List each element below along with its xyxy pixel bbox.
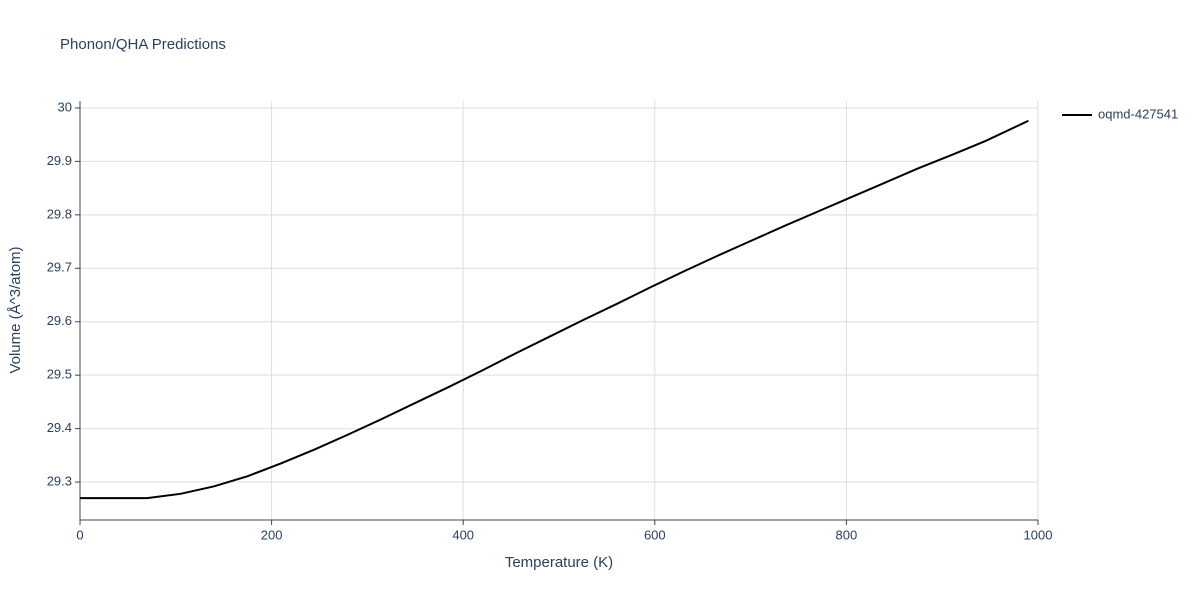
x-tick-label: 400 [452,527,474,542]
x-tick-label: 600 [644,527,666,542]
y-tick-label: 30 [58,99,72,114]
x-tick-label: 1000 [1024,527,1053,542]
y-tick-label: 29.6 [47,313,72,328]
chart-title: Phonon/QHA Predictions [60,36,226,53]
y-tick-label: 29.5 [47,367,72,382]
y-axis-label: Volume (Å^3/atom) [7,246,24,373]
y-tick-label: 29.3 [47,473,72,488]
x-tick-label: 0 [76,527,83,542]
y-tick-label: 29.9 [47,153,72,168]
legend-label: oqmd-427541 [1098,106,1178,121]
x-axis-label: Temperature (K) [505,554,613,571]
line [80,119,1029,500]
y-tick-label: 29.4 [47,420,72,435]
y-tick-label: 29.7 [47,260,72,275]
y-tick-label: 29.8 [47,206,72,221]
x-tick-label: 200 [261,527,283,542]
x-tick-label: 800 [836,527,858,542]
